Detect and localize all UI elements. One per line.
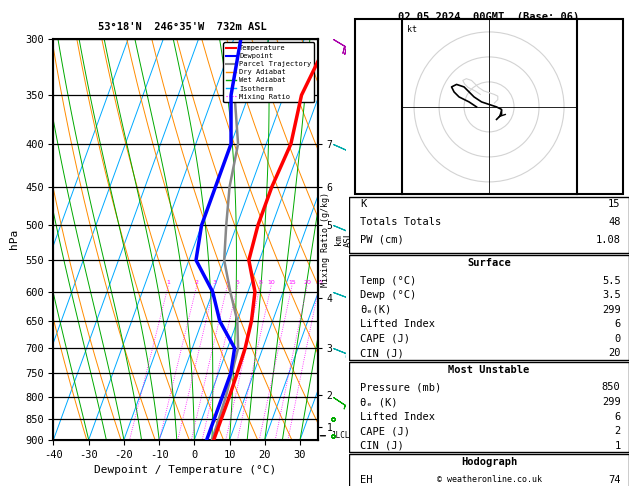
- Text: CAPE (J): CAPE (J): [360, 426, 410, 436]
- Legend: Temperature, Dewpoint, Parcel Trajectory, Dry Adiabat, Wet Adiabat, Isotherm, Mi: Temperature, Dewpoint, Parcel Trajectory…: [223, 42, 314, 103]
- Text: 2: 2: [615, 426, 621, 436]
- Y-axis label: hPa: hPa: [9, 229, 19, 249]
- Text: Pressure (mb): Pressure (mb): [360, 382, 442, 393]
- Text: CIN (J): CIN (J): [360, 441, 404, 451]
- Text: 5.5: 5.5: [602, 276, 621, 286]
- Text: 15: 15: [608, 199, 621, 209]
- Bar: [349, 197, 629, 253]
- Text: EH: EH: [360, 475, 373, 485]
- Bar: [349, 255, 629, 360]
- Text: Surface: Surface: [467, 258, 511, 268]
- Text: 48: 48: [608, 217, 621, 227]
- Text: 1.08: 1.08: [596, 235, 621, 245]
- Text: 15: 15: [288, 279, 296, 285]
- Text: 299: 299: [602, 305, 621, 315]
- Text: 20: 20: [303, 279, 311, 285]
- Text: Mixing Ratio (g/kg): Mixing Ratio (g/kg): [321, 192, 330, 287]
- Text: 53°18'N  246°35'W  732m ASL: 53°18'N 246°35'W 732m ASL: [98, 22, 267, 32]
- Text: 02.05.2024  00GMT  (Base: 06): 02.05.2024 00GMT (Base: 06): [398, 12, 580, 22]
- Text: Hodograph: Hodograph: [461, 457, 517, 467]
- Text: 3: 3: [213, 279, 216, 285]
- Text: θₑ(K): θₑ(K): [360, 305, 391, 315]
- X-axis label: Dewpoint / Temperature (°C): Dewpoint / Temperature (°C): [94, 465, 277, 475]
- Text: Most Unstable: Most Unstable: [448, 364, 530, 375]
- Text: CAPE (J): CAPE (J): [360, 334, 410, 344]
- Text: 6: 6: [615, 319, 621, 330]
- Y-axis label: km
ASL: km ASL: [334, 231, 353, 247]
- Text: 20: 20: [608, 348, 621, 359]
- Text: Totals Totals: Totals Totals: [360, 217, 442, 227]
- Text: 2: 2: [195, 279, 199, 285]
- Text: 1LCL: 1LCL: [331, 431, 349, 440]
- Text: 8: 8: [258, 279, 262, 285]
- Bar: [355, 19, 623, 194]
- Text: © weatheronline.co.uk: © weatheronline.co.uk: [437, 474, 542, 484]
- Bar: [349, 454, 629, 486]
- Text: 1: 1: [166, 279, 170, 285]
- Text: 74: 74: [608, 475, 621, 485]
- Text: Lifted Index: Lifted Index: [360, 412, 435, 422]
- Text: 4: 4: [225, 279, 230, 285]
- Text: 3.5: 3.5: [602, 290, 621, 300]
- Text: 5: 5: [236, 279, 240, 285]
- Text: 0: 0: [615, 334, 621, 344]
- Bar: [349, 362, 629, 452]
- Text: CIN (J): CIN (J): [360, 348, 404, 359]
- Text: kt: kt: [406, 25, 416, 34]
- Text: K: K: [360, 199, 367, 209]
- Text: 299: 299: [602, 397, 621, 407]
- Text: 25: 25: [315, 279, 323, 285]
- Text: PW (cm): PW (cm): [360, 235, 404, 245]
- Text: Lifted Index: Lifted Index: [360, 319, 435, 330]
- Text: 6: 6: [615, 412, 621, 422]
- Text: θₑ (K): θₑ (K): [360, 397, 398, 407]
- Text: 850: 850: [602, 382, 621, 393]
- Text: Dewp (°C): Dewp (°C): [360, 290, 416, 300]
- Text: 10: 10: [267, 279, 275, 285]
- Text: Temp (°C): Temp (°C): [360, 276, 416, 286]
- Text: 1: 1: [615, 441, 621, 451]
